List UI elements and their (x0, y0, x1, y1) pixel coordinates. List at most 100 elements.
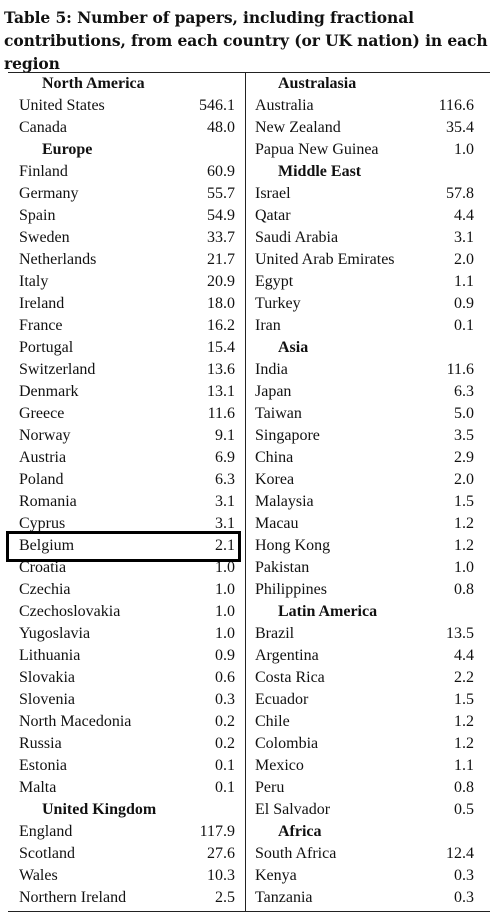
paper-count: 20.9 (207, 273, 235, 290)
paper-count: 0.9 (215, 647, 235, 664)
table-row: Sweden 33.7 (8, 227, 245, 249)
region-name: Latin America (278, 603, 378, 620)
paper-count: 0.5 (454, 801, 474, 818)
paper-count: 1.1 (454, 273, 474, 290)
region-name: North America (42, 75, 145, 92)
table-top-rule (8, 72, 490, 73)
country-name: South Africa (255, 845, 337, 862)
country-name: Macau (255, 515, 299, 532)
country-name: Pakistan (255, 559, 310, 576)
table-row: Egypt 1.1 (246, 271, 490, 293)
paper-count: 13.1 (207, 383, 235, 400)
country-name: Czechia (19, 581, 71, 598)
table-row: India 11.6 (246, 359, 490, 381)
country-name: Estonia (19, 757, 67, 774)
country-name: Ecuador (255, 691, 309, 708)
country-name: China (255, 449, 294, 466)
paper-count: 1.0 (215, 625, 235, 642)
table-row: Slovakia 0.6 (8, 667, 245, 689)
region-name: Africa (278, 823, 322, 840)
country-name: Israel (255, 185, 291, 202)
table-row: Malaysia 1.5 (246, 491, 490, 513)
paper-count: 1.0 (454, 141, 474, 158)
table-row: Canada 48.0 (8, 117, 245, 139)
country-name: Korea (255, 471, 295, 488)
country-name: Costa Rica (255, 669, 325, 686)
region-name: Asia (278, 339, 309, 356)
table-row: Argentina 4.4 (246, 645, 490, 667)
country-name: Kenya (255, 867, 297, 884)
table-row: Northern Ireland 2.5 (8, 887, 245, 909)
paper-count: 1.0 (454, 559, 474, 576)
paper-count: 5.0 (454, 405, 474, 422)
paper-count: 0.2 (215, 735, 235, 752)
region-header: Asia (246, 337, 490, 359)
country-name: Singapore (255, 427, 320, 444)
paper-count: 11.6 (446, 361, 474, 378)
table-row: Belgium 2.1 (8, 535, 245, 557)
paper-count: 0.9 (454, 295, 474, 312)
table-row: Japan 6.3 (246, 381, 490, 403)
paper-count: 33.7 (207, 229, 235, 246)
region-header: Middle East (246, 161, 490, 183)
table-row: France 16.2 (8, 315, 245, 337)
country-name: El Salvador (255, 801, 331, 818)
table-row: Austria 6.9 (8, 447, 245, 469)
table-row: China 2.9 (246, 447, 490, 469)
table-row: Switzerland 13.6 (8, 359, 245, 381)
country-name: Saudi Arabia (255, 229, 339, 246)
paper-count: 48.0 (207, 119, 235, 136)
table-row: Denmark 13.1 (8, 381, 245, 403)
country-name: Northern Ireland (19, 889, 127, 906)
region-name: United Kingdom (42, 801, 157, 818)
country-name: Spain (19, 207, 56, 224)
paper-count: 13.6 (207, 361, 235, 378)
paper-count: 116.6 (438, 97, 474, 114)
paper-count: 1.2 (454, 735, 474, 752)
country-name: Austria (19, 449, 67, 466)
paper-count: 1.2 (454, 537, 474, 554)
table-row: Slovenia 0.3 (8, 689, 245, 711)
table-row: Iran 0.1 (246, 315, 490, 337)
column-divider (245, 72, 246, 911)
table-row: Norway 9.1 (8, 425, 245, 447)
country-name: Malta (19, 779, 57, 796)
paper-count: 2.9 (454, 449, 474, 466)
country-name: Wales (19, 867, 58, 884)
paper-count: 57.8 (446, 185, 474, 202)
right-column: Australasia Australia 116.6 New Zealand 35.4… (246, 73, 490, 909)
table-row: United Arab Emirates 2.0 (246, 249, 490, 271)
left-column: North America United States 546.1 Canada 48.… (8, 73, 245, 909)
country-name: Hong Kong (255, 537, 331, 554)
table-row: Italy 20.9 (8, 271, 245, 293)
country-name: Romania (19, 493, 77, 510)
paper-count: 3.1 (215, 515, 235, 532)
country-name: Denmark (19, 383, 79, 400)
table-row: Russia 0.2 (8, 733, 245, 755)
table-row: Israel 57.8 (246, 183, 490, 205)
country-name: Scotland (19, 845, 75, 862)
table-row: Brazil 13.5 (246, 623, 490, 645)
table-row: Singapore 3.5 (246, 425, 490, 447)
country-name: Poland (19, 471, 64, 488)
table-row: Tanzania 0.3 (246, 887, 490, 909)
country-name: Czechoslovakia (19, 603, 121, 620)
paper-count: 35.4 (446, 119, 474, 136)
table-row: Yugoslavia 1.0 (8, 623, 245, 645)
belgium-highlight-box (6, 531, 241, 562)
country-name: United States (19, 97, 105, 114)
country-name: Argentina (255, 647, 319, 664)
region-name: Australasia (278, 75, 357, 92)
country-name: Qatar (255, 207, 291, 224)
paper-count: 13.5 (446, 625, 474, 642)
country-name: Germany (19, 185, 79, 202)
region-header: Europe (8, 139, 245, 161)
country-name: Malaysia (255, 493, 314, 510)
table-row: Greece 11.6 (8, 403, 245, 425)
table-row: New Zealand 35.4 (246, 117, 490, 139)
table-row: Costa Rica 2.2 (246, 667, 490, 689)
region-name: Middle East (278, 163, 362, 180)
region-header: United Kingdom (8, 799, 245, 821)
country-name: Italy (19, 273, 49, 290)
table-row: Germany 55.7 (8, 183, 245, 205)
